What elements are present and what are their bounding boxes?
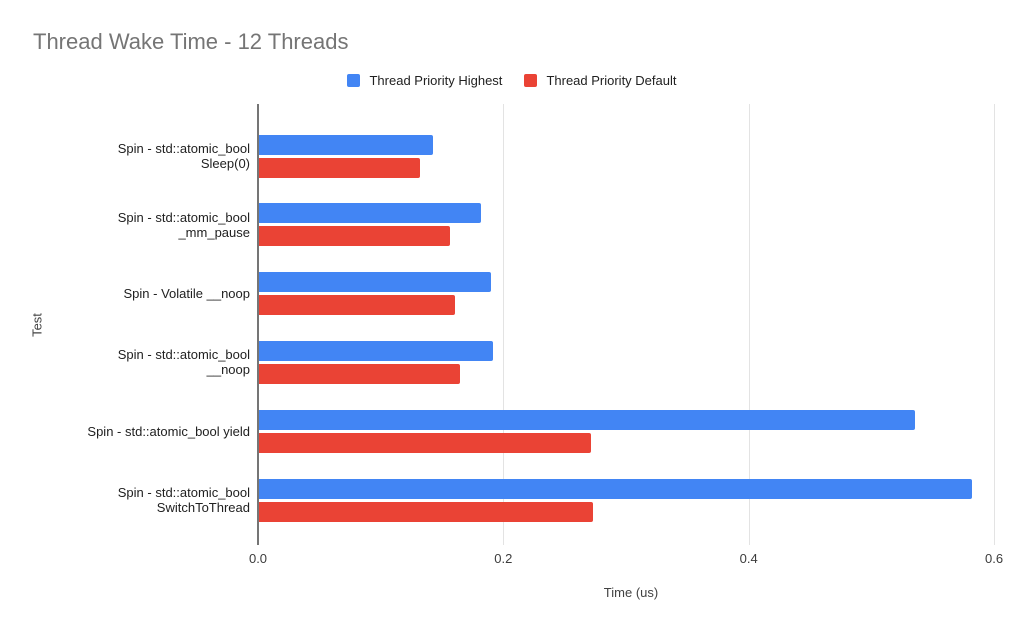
bar-group-1: [259, 203, 481, 247]
category-label-2: Spin - Volatile __noop: [123, 286, 250, 302]
bar-highest-3: [259, 340, 493, 361]
gridline-x-0.6: [994, 104, 996, 545]
bar-default-1: [259, 226, 450, 247]
bar-highest-5: [259, 478, 972, 499]
legend-swatch-blue-icon: [347, 74, 361, 87]
bar-group-5: [259, 478, 972, 522]
bar-default-5: [259, 501, 593, 522]
bar-group-0: [259, 134, 433, 178]
gridline-x-0.4: [748, 104, 750, 545]
legend: Thread Priority Highest Thread Priority …: [0, 73, 1024, 88]
bar-group-3: [259, 340, 493, 384]
x-tick-label-0.0: 0.0: [248, 551, 268, 566]
bar-default-2: [259, 295, 455, 316]
bar-default-3: [259, 363, 460, 384]
bar-default-0: [259, 157, 420, 178]
category-label-3: Spin - std::atomic_bool __noop: [117, 347, 250, 378]
bar-default-4: [259, 432, 591, 453]
x-tick-label-0.2: 0.2: [494, 551, 513, 566]
bar-group-2: [259, 272, 491, 316]
x-axis-title: Time (us): [603, 585, 659, 600]
legend-item-default: Thread Priority Default: [524, 73, 677, 88]
bar-highest-0: [259, 134, 433, 155]
legend-swatch-red-icon: [524, 74, 538, 87]
bar-highest-4: [259, 409, 915, 430]
legend-item-highest: Thread Priority Highest: [347, 73, 502, 88]
bar-group-4: [259, 409, 915, 453]
x-tick-label-0.4: 0.4: [739, 551, 758, 566]
bar-highest-1: [259, 203, 481, 224]
plot-area: [257, 104, 1004, 545]
bar-highest-2: [259, 272, 491, 293]
category-label-0: Spin - std::atomic_bool Sleep(0): [117, 141, 250, 171]
legend-label-highest: Thread Priority Highest: [369, 73, 503, 88]
category-label-4: Spin - std::atomic_bool yield: [87, 423, 250, 439]
gridline-x-0.2: [503, 104, 505, 545]
zero-axis-line: [257, 104, 259, 545]
category-label-1: Spin - std::atomic_bool _mm_pause: [117, 209, 250, 240]
category-axis-labels: Spin - std::atomic_bool Sleep(0)Spin - st…: [0, 104, 250, 545]
x-tick-label-0.6: 0.6: [984, 551, 1004, 566]
legend-label-default: Thread Priority Default: [546, 73, 677, 88]
category-label-5: Spin - std::atomic_bool SwitchToThread: [117, 485, 250, 515]
chart-title: Thread Wake Time - 12 Threads: [33, 29, 349, 54]
